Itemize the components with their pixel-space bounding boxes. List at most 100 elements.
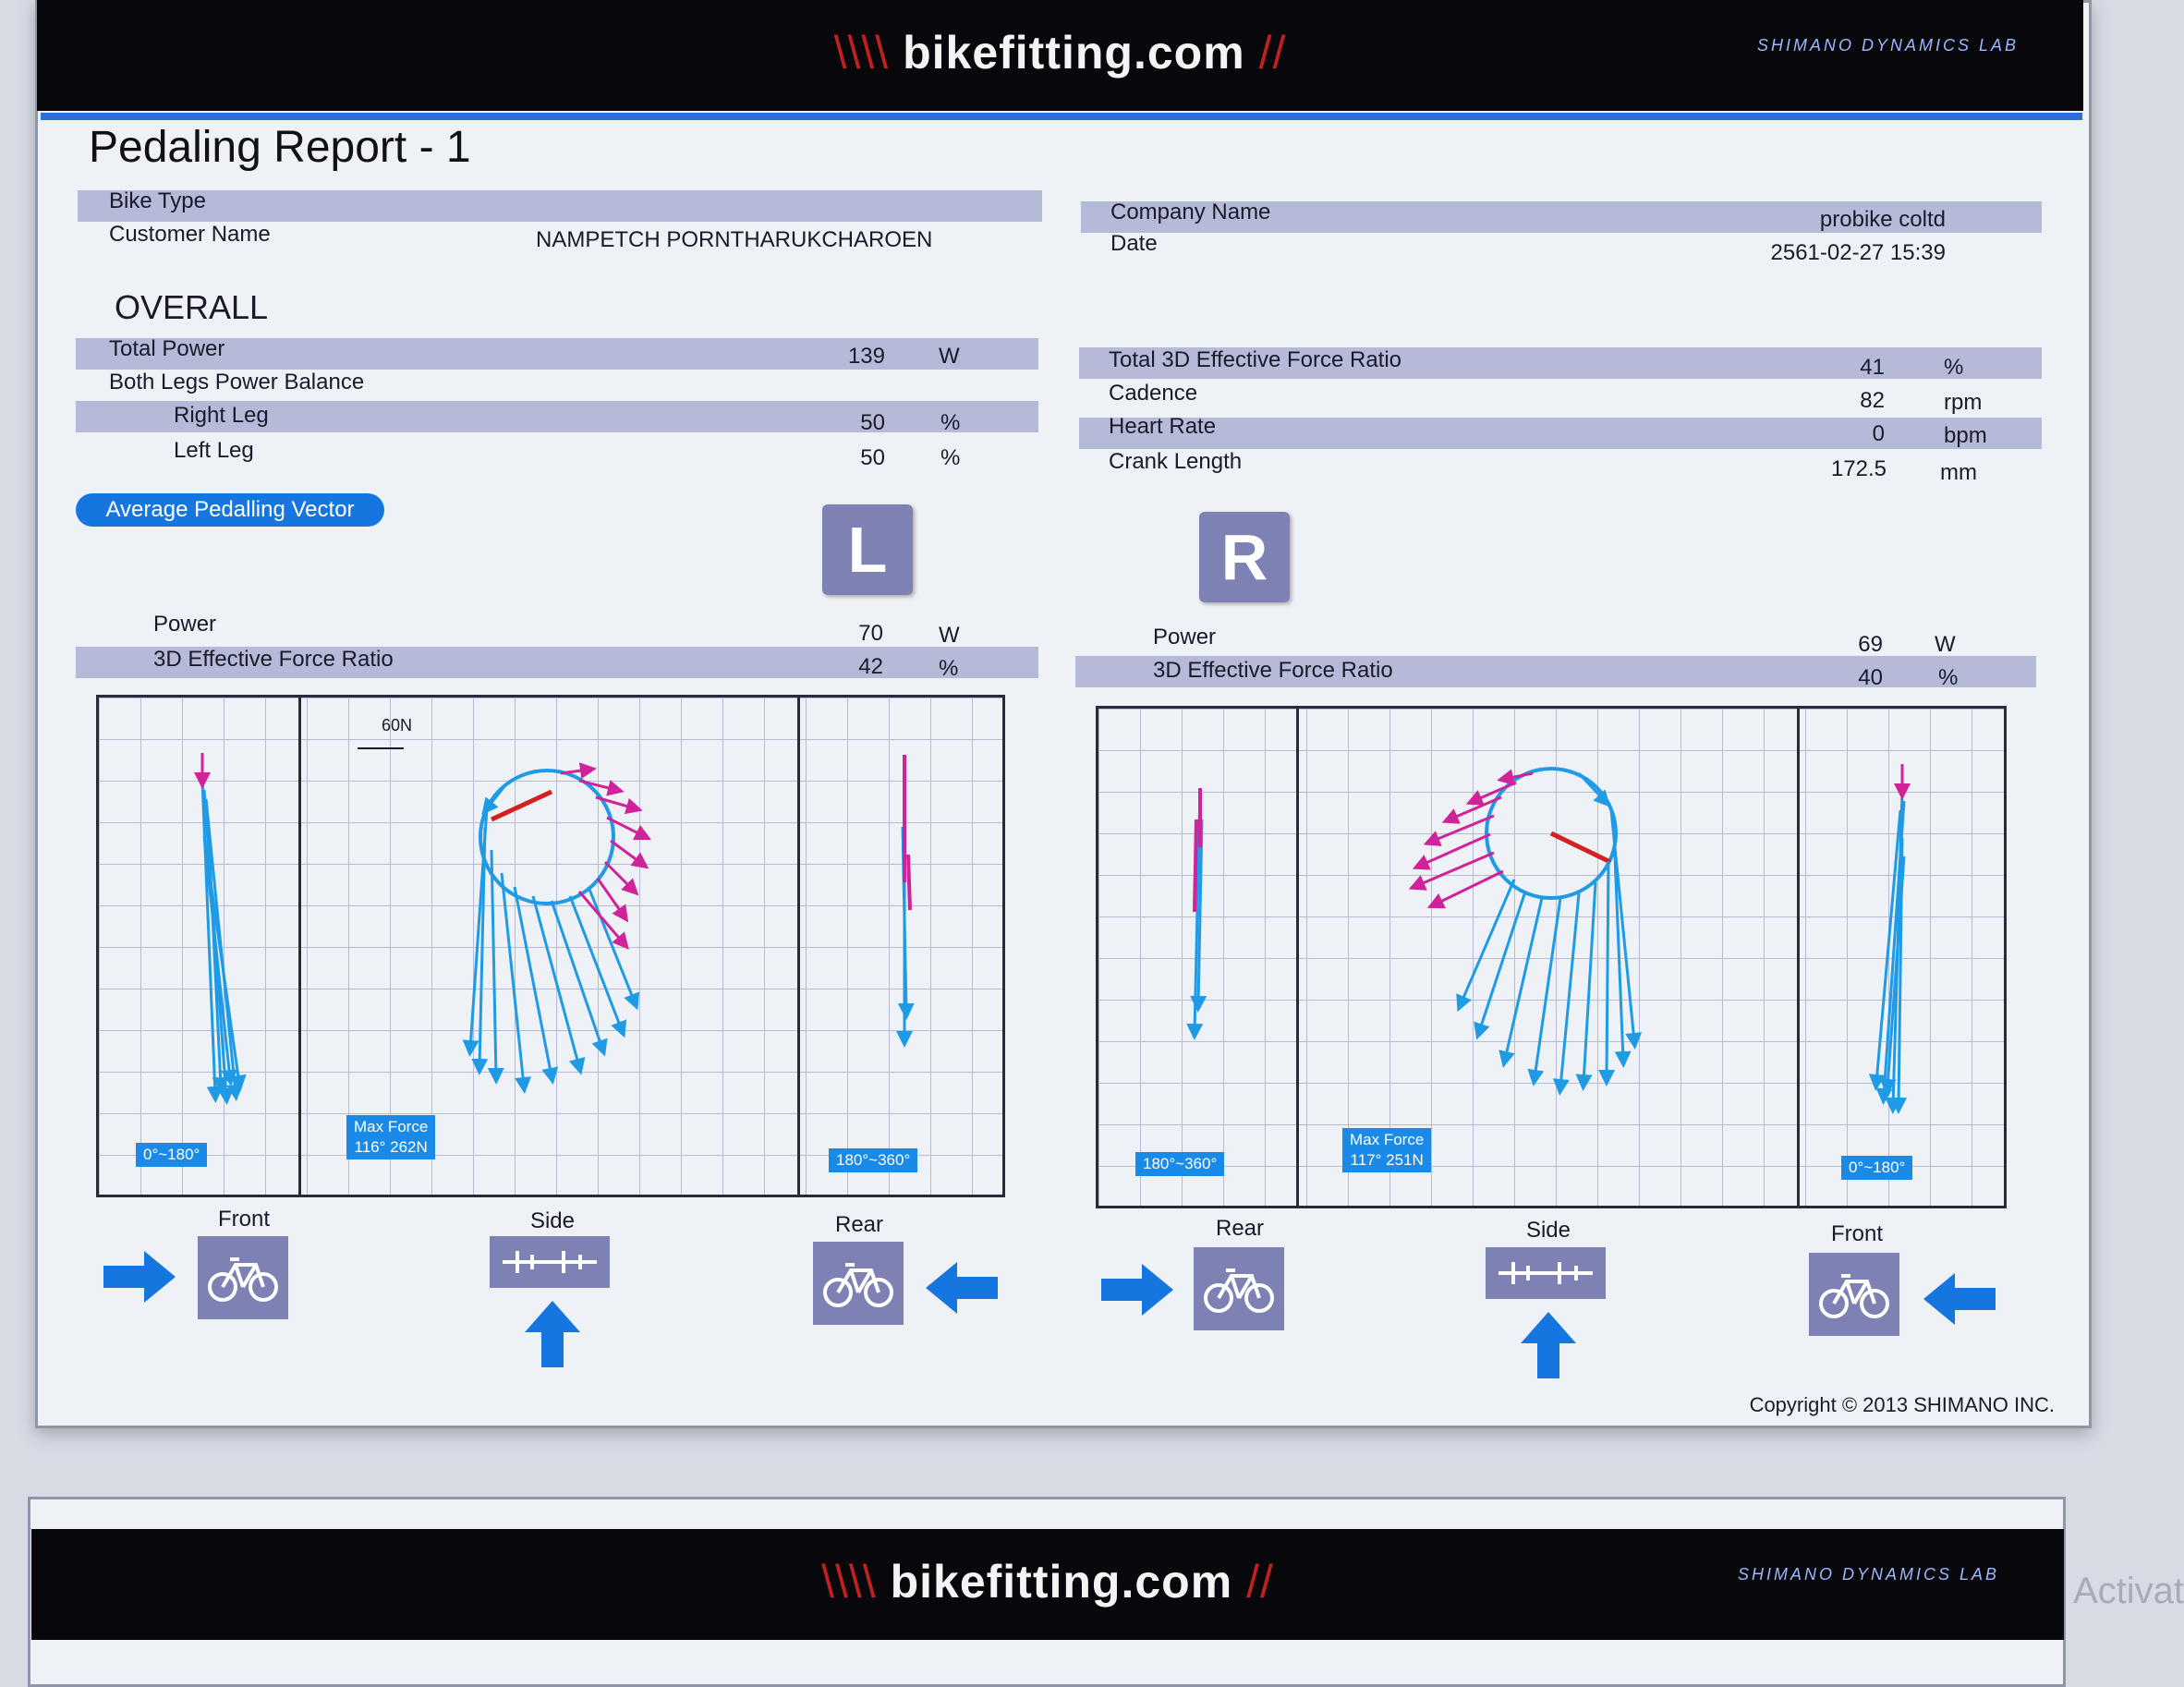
right-efr-label: 3D Effective Force Ratio [1153,658,1393,683]
side-view-crank-icon[interactable] [1486,1247,1606,1299]
rear-view-bike-icon[interactable] [1194,1247,1284,1330]
left-vector-drawing [194,747,915,1105]
right-side-vectors [1456,771,1643,1096]
left-efr-label: 3D Effective Force Ratio [153,647,394,672]
right-leg-badge: R [1199,512,1290,602]
activation-watermark: Activat [2072,1571,2184,1611]
left-power-value: 70 [858,621,883,646]
front-view-bike-icon[interactable] [198,1236,288,1319]
rear-view-bike-icon[interactable] [813,1242,904,1325]
left-rear-label: Rear [834,1212,884,1237]
arrow-left-icon [1923,1273,1996,1325]
left-side-label: Side [529,1208,576,1233]
left-crank-line [490,789,553,822]
arrow-up-icon [525,1301,580,1367]
left-leg-badge: L [822,504,913,595]
band [76,338,1038,370]
right-efr-unit: % [1938,665,1959,690]
header-rule [41,113,2082,120]
left-front-label: Front [217,1207,270,1232]
left-side-vectors [462,784,640,1094]
band [1081,201,2042,233]
right-leg-value: 50 [860,410,885,435]
right-side-label: Side [1525,1218,1571,1243]
scale-label: 60N [382,716,413,734]
right-front-range-tag: 0°~180° [1841,1156,1913,1180]
right-pedaling-vector-plot: 180°~360° Max Force 117° 251N 0°~180° [1096,706,2007,1208]
cadence-unit: rpm [1944,390,1983,415]
right-crank-circle [1485,767,1618,900]
right-efr-value: 40 [1858,665,1883,690]
right-rear-label: Rear [1215,1216,1265,1241]
company-name-label: Company Name [1110,200,1271,225]
right-power-value: 69 [1858,632,1883,657]
panel-divider [1296,709,1299,1206]
date-value: 2561-02-27 15:39 [1770,240,1947,265]
total-efr-unit: % [1944,355,1964,380]
band [76,401,1038,432]
customer-name-value: NAMPETCH PORNTHARUKCHAROEN [536,227,933,252]
heart-rate-unit: bpm [1944,423,1987,448]
panel-divider [298,698,301,1195]
front-view-bike-icon[interactable] [1809,1253,1899,1336]
left-side-magenta-vectors [560,762,652,950]
band [1075,656,2036,687]
band [78,190,1042,222]
right-power-unit: W [1935,632,1956,657]
total-power-value: 139 [847,344,885,369]
bike-type-label: Bike Type [109,188,206,213]
right-front-vectors [1868,764,1911,1114]
total-power-label: Total Power [109,336,225,361]
right-front-label: Front [1830,1221,1883,1246]
right-vector-drawing [1186,764,1911,1114]
page-title: Pedaling Report - 1 [89,123,471,172]
average-pedalling-vector-button[interactable]: Average Pedalling Vector [76,493,384,527]
total-power-unit: W [939,344,960,369]
cadence-value: 82 [1860,388,1885,413]
left-front-vectors [194,753,247,1105]
arrow-up-icon [1521,1312,1576,1378]
panel-divider [797,698,800,1195]
crank-length-label: Crank Length [1109,449,1243,474]
arrow-left-icon [926,1262,998,1314]
customer-name-label: Customer Name [109,222,271,247]
left-rear-magenta [903,755,912,911]
band [1079,418,2042,449]
band [76,647,1038,678]
report-banner: \\\\ bikefitting.com // SHIMANO DYNAMICS… [37,0,2083,111]
right-rear-range-tag: 180°~360° [1135,1152,1225,1176]
side-view-crank-icon[interactable] [490,1236,610,1288]
arrow-right-icon [1101,1264,1173,1316]
left-front-range-tag: 0°~180° [136,1143,208,1167]
shimano-dynamics-logo: SHIMANO DYNAMICS LAB [1756,36,2019,55]
left-leg-value: 50 [860,445,885,470]
right-crank-line [1549,831,1612,865]
right-leg-label: Right Leg [174,403,269,428]
right-side-magenta-vectors [1408,769,1534,909]
left-leg-unit: % [940,445,961,470]
total-efr-value: 41 [1860,355,1885,380]
company-name-value: probike coltd [1819,207,1946,232]
total-efr-label: Total 3D Effective Force Ratio [1109,347,1402,372]
power-balance-label: Both Legs Power Balance [109,370,365,394]
left-leg-label: Left Leg [174,438,254,463]
next-page-banner: \\\\ bikefitting.com // SHIMANO DYNAMICS… [31,1529,2064,1640]
right-power-label: Power [1153,625,1217,649]
cadence-label: Cadence [1109,381,1198,406]
brand-logo: \\\\ bikefitting.com // [821,1556,1274,1608]
heart-rate-label: Heart Rate [1109,414,1217,439]
right-leg-unit: % [940,410,961,435]
shimano-dynamics-logo: SHIMANO DYNAMICS LAB [1737,1565,1999,1584]
panel-divider [1797,709,1800,1206]
arrow-right-icon [103,1251,176,1303]
right-rear-magenta [1193,788,1202,913]
left-max-force-tag: Max Force 116° 262N [346,1115,436,1159]
left-efr-unit: % [939,656,959,681]
left-efr-value: 42 [858,654,883,679]
left-pedaling-vector-plot: 60N 0°~180° Max Force 116° 262N 180°~360… [96,695,1005,1197]
left-rear-range-tag: 180°~360° [829,1148,918,1172]
left-power-unit: W [939,623,960,648]
overall-heading: OVERALL [115,288,269,326]
brand-logo: \\\\ bikefitting.com // [833,27,1287,79]
left-power-label: Power [153,612,217,637]
